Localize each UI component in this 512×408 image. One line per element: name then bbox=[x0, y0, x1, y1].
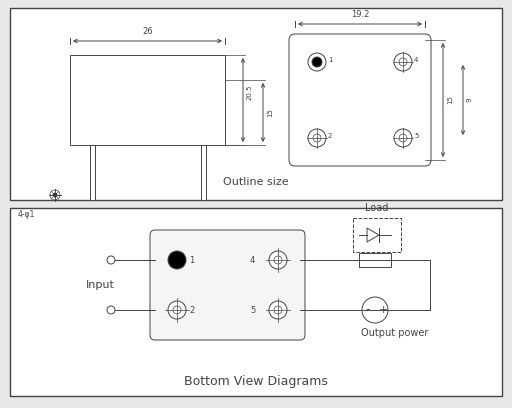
Circle shape bbox=[313, 134, 321, 142]
Circle shape bbox=[168, 301, 186, 319]
Text: 19.2: 19.2 bbox=[351, 10, 369, 19]
Circle shape bbox=[399, 134, 407, 142]
FancyBboxPatch shape bbox=[289, 34, 431, 166]
Text: 20.5: 20.5 bbox=[247, 84, 253, 100]
Circle shape bbox=[312, 57, 322, 67]
Text: Input: Input bbox=[86, 280, 115, 290]
Bar bbox=[359, 253, 391, 267]
Circle shape bbox=[53, 193, 57, 197]
Bar bbox=[10, 208, 502, 396]
Text: 4-φ1: 4-φ1 bbox=[18, 210, 35, 219]
Text: Outline size: Outline size bbox=[223, 177, 289, 187]
Text: Bottom View Diagrams: Bottom View Diagrams bbox=[184, 375, 328, 388]
Bar bbox=[353, 218, 401, 252]
Bar bbox=[70, 55, 225, 145]
Circle shape bbox=[362, 297, 388, 323]
Circle shape bbox=[107, 256, 115, 264]
Circle shape bbox=[50, 190, 60, 200]
Text: 2: 2 bbox=[328, 133, 332, 139]
Bar bbox=[90, 145, 95, 200]
Circle shape bbox=[274, 306, 282, 314]
Circle shape bbox=[269, 301, 287, 319]
Text: 5: 5 bbox=[414, 133, 418, 139]
Bar bbox=[10, 8, 502, 200]
Circle shape bbox=[308, 53, 326, 71]
Circle shape bbox=[308, 129, 326, 147]
Text: Output power: Output power bbox=[361, 328, 429, 338]
Text: Load: Load bbox=[366, 203, 389, 213]
Text: 9: 9 bbox=[467, 98, 473, 102]
Bar bbox=[201, 145, 206, 200]
Text: 26: 26 bbox=[142, 27, 153, 36]
Text: 2: 2 bbox=[189, 306, 194, 315]
Circle shape bbox=[394, 53, 412, 71]
Polygon shape bbox=[367, 228, 379, 242]
Text: 1: 1 bbox=[328, 57, 332, 63]
Circle shape bbox=[269, 251, 287, 269]
Circle shape bbox=[107, 306, 115, 314]
Circle shape bbox=[168, 251, 186, 269]
Text: 1: 1 bbox=[189, 256, 194, 265]
Text: 15: 15 bbox=[267, 108, 273, 117]
Text: 4: 4 bbox=[414, 57, 418, 63]
Text: -: - bbox=[366, 304, 370, 317]
Text: 4: 4 bbox=[250, 256, 255, 265]
Circle shape bbox=[173, 306, 181, 314]
FancyBboxPatch shape bbox=[150, 230, 305, 340]
Circle shape bbox=[399, 58, 407, 66]
Text: 15: 15 bbox=[447, 95, 453, 104]
Circle shape bbox=[274, 256, 282, 264]
Text: +: + bbox=[378, 305, 388, 315]
Text: 5: 5 bbox=[250, 306, 255, 315]
Circle shape bbox=[394, 129, 412, 147]
